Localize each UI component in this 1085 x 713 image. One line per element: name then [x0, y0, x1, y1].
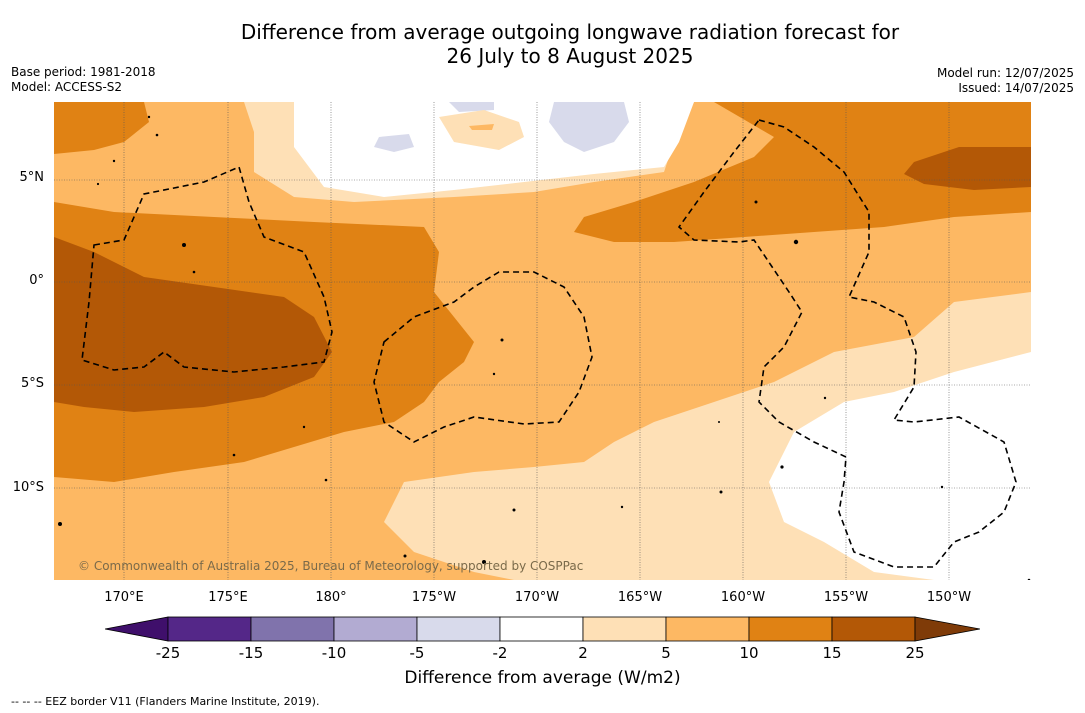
cb-tick: -25: [155, 644, 181, 662]
eez-border-line-islands: [677, 119, 1017, 568]
meta-right: Model run: 12/07/2025 Issued: 14/07/2025: [937, 66, 1074, 96]
graticule: [54, 102, 1031, 580]
base-period: Base period: 1981-2018: [11, 65, 156, 79]
lon-label-155w: 155°W: [823, 590, 869, 605]
field-10-15-northwest: [54, 102, 149, 154]
cb-tick: 5: [661, 644, 671, 662]
model-run: Model run: 12/07/2025: [936, 66, 1074, 80]
cb-tick: -10: [321, 644, 347, 662]
colorbar: [105, 616, 980, 642]
field-minus5-minus2-b: [374, 134, 414, 152]
colorbar-segment: [831, 616, 916, 642]
cb-tick: -15: [238, 644, 264, 662]
lon-label-160w: 160°W: [720, 590, 766, 605]
colorbar-extend-high: [914, 616, 980, 642]
cb-tick: -5: [409, 644, 425, 662]
field-minus5-minus2-c: [449, 102, 494, 112]
map-title: Difference from average outgoing longwav…: [0, 20, 1085, 68]
field-minus5-minus2-a: [549, 102, 629, 152]
cb-tick: 10: [739, 644, 759, 662]
cb-tick: 25: [905, 644, 925, 662]
copyright-notice: © Commonwealth of Australia 2025, Bureau…: [78, 559, 584, 573]
lon-label-170w: 170°W: [514, 590, 560, 605]
colorbar-segment: [167, 616, 252, 642]
eez-borders: [81, 119, 1017, 568]
olr-anomaly-map: [54, 102, 1031, 580]
colorbar-segment: [416, 616, 501, 642]
colorbar-segment: [665, 616, 750, 642]
lat-label-10s: 10°S: [12, 480, 44, 495]
lon-label-150w: 150°W: [926, 590, 972, 605]
meta-left: Base period: 1981-2018 Model: ACCESS-S2: [11, 65, 156, 95]
field-5-10-islet: [469, 124, 494, 130]
colorbar-segment: [250, 616, 335, 642]
cb-tick: 15: [822, 644, 842, 662]
field-neutral-southeast: [769, 352, 1031, 580]
lat-label-5n: 5°N: [19, 170, 45, 185]
lon-label-165w: 165°W: [617, 590, 663, 605]
title-line-1: Difference from average outgoing longwav…: [240, 20, 900, 44]
islands: [58, 115, 1031, 580]
colorbar-segment: [748, 616, 833, 642]
lat-label-5s: 5°S: [20, 376, 44, 391]
lat-label-0: 0°: [29, 273, 44, 288]
title-line-2: 26 July to 8 August 2025: [446, 44, 694, 68]
model-name: Model: ACCESS-S2: [11, 80, 123, 94]
colorbar-extend-low: [105, 616, 169, 642]
eez-border-phoenix: [373, 271, 593, 443]
field-10-15-northeast: [574, 102, 1031, 242]
colorbar-segment: [582, 616, 667, 642]
lon-label-175w: 175°W: [411, 590, 457, 605]
field-15-25-east: [904, 147, 1031, 190]
map-svg: [54, 102, 1031, 580]
colorbar-label: Difference from average (W/m2): [404, 668, 681, 688]
colorbar-segment: [499, 616, 584, 642]
lon-label-175e: 175°E: [208, 590, 248, 605]
lon-label-180: 180°: [315, 590, 347, 605]
cb-tick: -2: [492, 644, 508, 662]
cb-tick: 2: [578, 644, 588, 662]
colorbar-segment: [333, 616, 418, 642]
eez-footnote: -- -- -- EEZ border V11 (Flanders Marine…: [11, 695, 320, 708]
lon-label-170e: 170°E: [104, 590, 144, 605]
issued-date: Issued: 14/07/2025: [958, 81, 1074, 95]
